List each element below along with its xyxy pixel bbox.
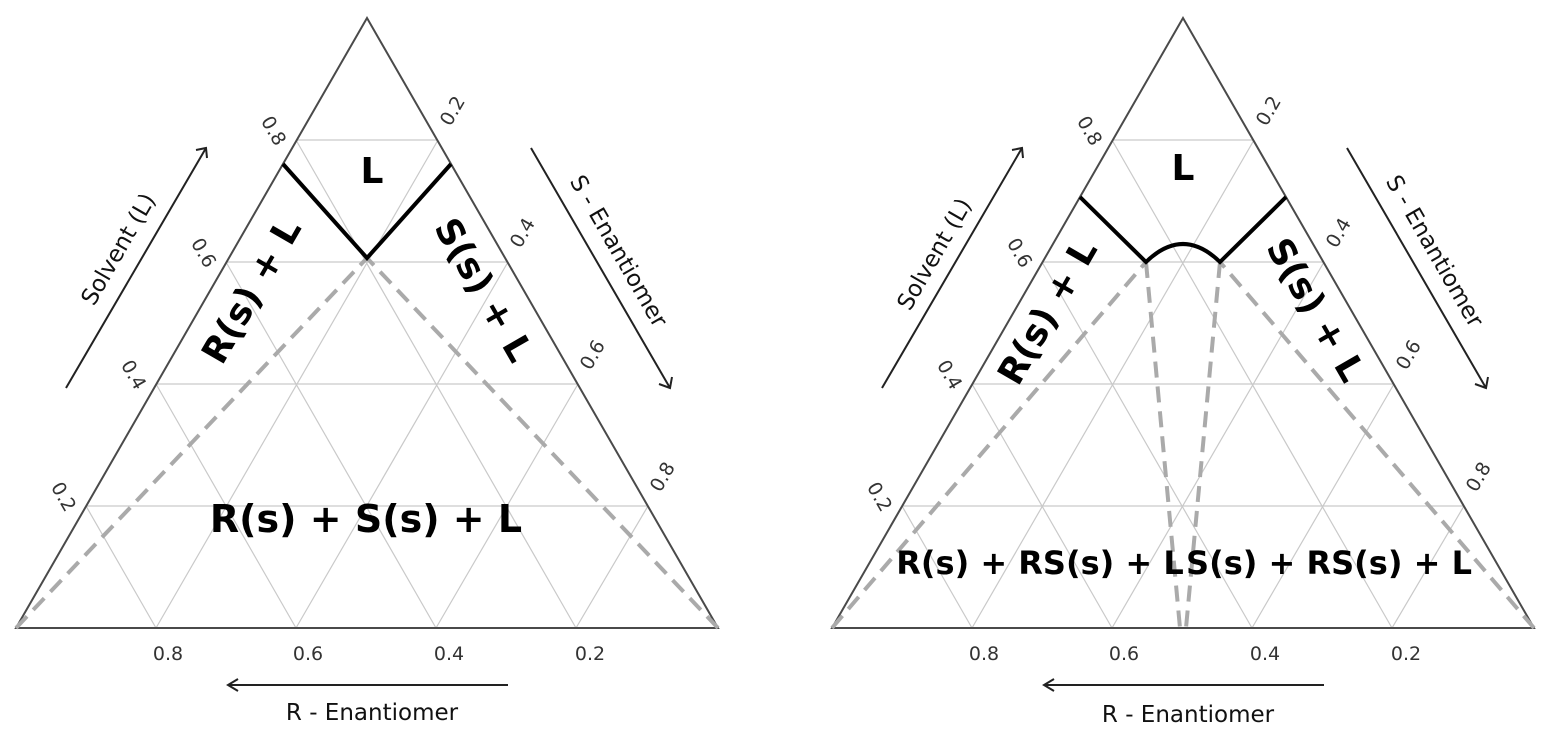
tick-label: 0.6 [1002, 234, 1036, 271]
axis-arrows [881, 146, 1489, 692]
tie-line-right [1218, 260, 1536, 630]
tick-label: 0.4 [1250, 643, 1280, 665]
tie-line-right [365, 256, 720, 630]
axis-label-bottom: R - Enantiomer [286, 700, 459, 726]
tick-label: 0.8 [1072, 112, 1106, 149]
triangle-frame [830, 15, 1536, 629]
grid-lines [901, 139, 1465, 629]
tick-label: 0.6 [186, 234, 220, 271]
tick-label: 0.8 [969, 643, 999, 665]
tie-line-left [14, 256, 369, 630]
triangle-frame [14, 15, 720, 629]
tick-label: 0.4 [506, 214, 540, 251]
tick-label: 0.6 [576, 336, 610, 373]
tie-line-racemate-left [1144, 261, 1182, 629]
bottom-tick-labels: 0.8 0.6 0.4 0.2 [153, 643, 605, 665]
region-label: L [1172, 148, 1195, 189]
axis-label-bottom: R - Enantiomer [1102, 702, 1275, 728]
region-label: S(s) + RS(s) + L [1186, 544, 1472, 582]
ternary-diagram-racemic-compound: 0.8 0.6 0.4 0.2 0.2 0.4 0.6 0.8 0.2 0.4 … [830, 15, 1536, 728]
axis-arrows [65, 146, 673, 692]
tick-label: 0.2 [1252, 92, 1286, 129]
solubility-curve [281, 162, 453, 262]
tick-label: 0.2 [46, 478, 80, 515]
tick-label: 0.6 [293, 643, 323, 665]
tick-label: 0.4 [1322, 214, 1356, 251]
bottom-tick-labels: 0.8 0.6 0.4 0.2 [969, 643, 1421, 665]
grid-lines [85, 139, 649, 629]
tick-label: 0.8 [256, 112, 290, 149]
tick-label: 0.4 [932, 356, 966, 393]
tick-label: 0.4 [116, 356, 150, 393]
tie-line-left [830, 260, 1148, 630]
region-label: R(s) + L [990, 233, 1106, 392]
region-label: S(s) + L [1258, 231, 1373, 389]
tick-label: 0.2 [436, 92, 470, 129]
axis-label-right: S - Enantiomer [564, 171, 672, 332]
region-label: R(s) + S(s) + L [210, 497, 522, 541]
tie-line-racemate-right [1184, 261, 1222, 629]
tick-label: 0.2 [1391, 643, 1421, 665]
tick-label: 0.4 [434, 643, 464, 665]
axis-label-left: Solvent (L) [77, 189, 162, 310]
tick-label: 0.6 [1109, 643, 1139, 665]
region-label: L [361, 151, 384, 192]
ternary-diagram-conglomerate: 0.8 0.6 0.4 0.2 0.2 0.4 0.6 0.8 0.2 0.4 … [14, 15, 720, 726]
tick-label: 0.2 [862, 478, 896, 515]
tick-label: 0.2 [575, 643, 605, 665]
solubility-curve [1078, 195, 1288, 265]
tick-label: 0.8 [1462, 458, 1496, 495]
region-label: R(s) + L [194, 212, 310, 371]
tick-label: 0.8 [646, 458, 680, 495]
region-label: R(s) + RS(s) + L [896, 544, 1184, 582]
axis-label-right: S - Enantiomer [1380, 171, 1488, 332]
tick-label: 0.6 [1392, 336, 1426, 373]
tick-label: 0.8 [153, 643, 183, 665]
